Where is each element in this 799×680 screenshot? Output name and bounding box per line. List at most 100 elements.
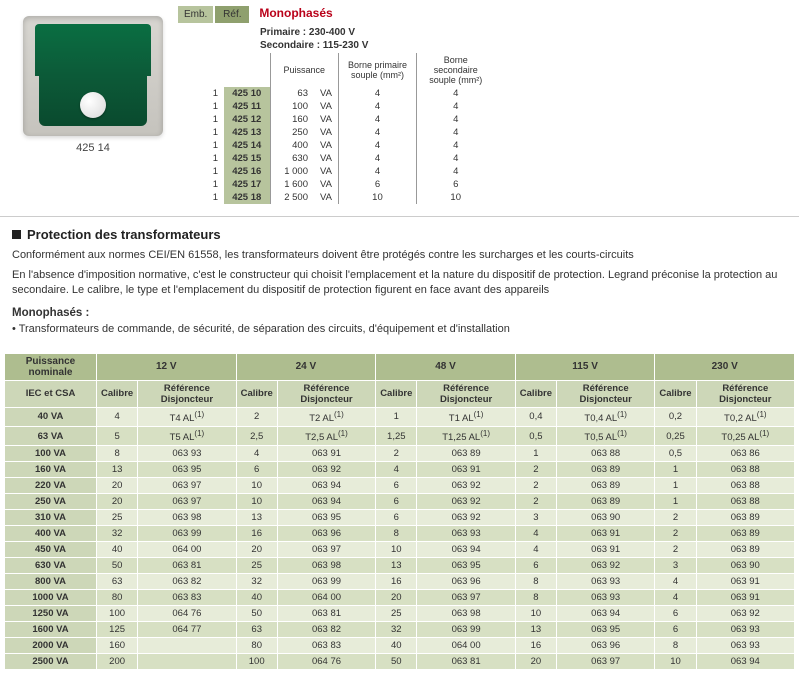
protection-section: Protection des transformateurs Conformém… bbox=[0, 219, 799, 353]
calibre-cell: 80 bbox=[97, 590, 138, 606]
calibre-cell: 6 bbox=[376, 478, 417, 494]
ref-cell: 063 96 bbox=[417, 574, 515, 590]
calibre-cell: 25 bbox=[376, 606, 417, 622]
secondary-label: Secondaire : 115-230 V bbox=[260, 40, 791, 51]
spec-row: 1425 171 600VA66 bbox=[190, 178, 494, 191]
calibre-cell: 13 bbox=[236, 510, 277, 526]
col-borne-prim: Borne primaire souple (mm²) bbox=[338, 53, 416, 87]
ref-cell: 063 89 bbox=[557, 462, 655, 478]
pn-cell: 2000 VA bbox=[5, 638, 97, 654]
ref-cell: 063 98 bbox=[138, 510, 236, 526]
calibre-cell: 10 bbox=[515, 606, 556, 622]
calibre-cell: 5 bbox=[97, 427, 138, 446]
ref-cell: T0,25 AL(1) bbox=[696, 427, 794, 446]
bullet-1: • Transformateurs de commande, de sécuri… bbox=[12, 323, 787, 335]
ref-cell: 063 96 bbox=[557, 638, 655, 654]
spec-row: 1425 14400VA44 bbox=[190, 139, 494, 152]
calibre-cell: 100 bbox=[97, 606, 138, 622]
ref-cell: 063 88 bbox=[557, 446, 655, 462]
header-emb: Emb. bbox=[178, 6, 213, 23]
prot-row: 100 VA8063 934063 912063 891063 880,5063… bbox=[5, 446, 795, 462]
calibre-cell: 20 bbox=[236, 542, 277, 558]
pn-cell: 400 VA bbox=[5, 526, 97, 542]
voltage-header: 24 V bbox=[236, 353, 376, 380]
ref-cell: 063 88 bbox=[696, 494, 794, 510]
ref-cell: 063 89 bbox=[557, 478, 655, 494]
calibre-cell: 1 bbox=[376, 407, 417, 426]
spec-row: 1425 12160VA44 bbox=[190, 113, 494, 126]
pn-cell: 63 VA bbox=[5, 427, 97, 446]
ref-cell: 063 94 bbox=[277, 494, 375, 510]
prot-row: 400 VA32063 9916063 968063 934063 912063… bbox=[5, 526, 795, 542]
calibre-cell: 16 bbox=[376, 574, 417, 590]
ref-cell: T5 AL(1) bbox=[138, 427, 236, 446]
pn-cell: 2500 VA bbox=[5, 654, 97, 670]
spec-row: 1425 182 500VA1010 bbox=[190, 191, 494, 204]
ref-cell: 063 95 bbox=[557, 622, 655, 638]
voltage-header: 115 V bbox=[515, 353, 655, 380]
ref-cell: 063 83 bbox=[277, 638, 375, 654]
ref-cell: 063 82 bbox=[277, 622, 375, 638]
calibre-cell: 16 bbox=[515, 638, 556, 654]
calibre-cell: 13 bbox=[376, 558, 417, 574]
pn-cell: 250 VA bbox=[5, 494, 97, 510]
product-column: 425 14 bbox=[8, 6, 178, 154]
ref-cell: 063 97 bbox=[417, 590, 515, 606]
protection-table: Puissance nominale12 V24 V48 V115 V230 V… bbox=[4, 353, 795, 670]
ref-cell: 063 89 bbox=[696, 542, 794, 558]
pn-cell: 160 VA bbox=[5, 462, 97, 478]
calibre-cell: 2 bbox=[376, 446, 417, 462]
ref-cell: 063 81 bbox=[138, 558, 236, 574]
ref-cell: 064 77 bbox=[138, 622, 236, 638]
ref-cell bbox=[138, 654, 236, 670]
section-title-text: Protection des transformateurs bbox=[27, 227, 221, 242]
calibre-cell: 4 bbox=[236, 446, 277, 462]
calibre-cell: 160 bbox=[97, 638, 138, 654]
calibre-cell: 6 bbox=[376, 494, 417, 510]
top-region: 425 14 Emb. Réf. Monophasés Primaire : 2… bbox=[0, 0, 799, 214]
calibre-cell: 25 bbox=[236, 558, 277, 574]
calibre-cell: 40 bbox=[236, 590, 277, 606]
ref-cell: 063 97 bbox=[138, 494, 236, 510]
ref-cell: 063 99 bbox=[277, 574, 375, 590]
pn-cell: 1000 VA bbox=[5, 590, 97, 606]
calibre-cell: 13 bbox=[515, 622, 556, 638]
spec-row: 1425 15630VA44 bbox=[190, 152, 494, 165]
ref-cell: 063 93 bbox=[696, 638, 794, 654]
calibre-cell: 1 bbox=[655, 494, 696, 510]
voltage-header: 12 V bbox=[97, 353, 237, 380]
calibre-cell: 1 bbox=[655, 462, 696, 478]
prot-row: 160 VA13063 956063 924063 912063 891063 … bbox=[5, 462, 795, 478]
ref-cell: T0,5 AL(1) bbox=[557, 427, 655, 446]
ref-cell: 064 76 bbox=[277, 654, 375, 670]
ref-cell: 063 94 bbox=[277, 478, 375, 494]
protection-table-wrap: Puissance nominale12 V24 V48 V115 V230 V… bbox=[0, 353, 799, 680]
pn-cell: 1600 VA bbox=[5, 622, 97, 638]
product-image bbox=[23, 16, 163, 136]
ref-cell: 063 95 bbox=[277, 510, 375, 526]
prot-row: 63 VA5T5 AL(1)2,5T2,5 AL(1)1,25T1,25 AL(… bbox=[5, 427, 795, 446]
ref-cell: T2,5 AL(1) bbox=[277, 427, 375, 446]
ref-cell: 063 92 bbox=[557, 558, 655, 574]
ref-cell: T1,25 AL(1) bbox=[417, 427, 515, 446]
spec-row: 1425 13250VA44 bbox=[190, 126, 494, 139]
voltage-header: 230 V bbox=[655, 353, 795, 380]
para-1: Conformément aux normes CEI/EN 61558, le… bbox=[12, 248, 787, 262]
calibre-cell: 20 bbox=[97, 494, 138, 510]
calibre-cell: 100 bbox=[236, 654, 277, 670]
prot-row: 1250 VA100064 7650063 8125063 9810063 94… bbox=[5, 606, 795, 622]
prot-row: 250 VA20063 9710063 946063 922063 891063… bbox=[5, 494, 795, 510]
calibre-cell: 50 bbox=[97, 558, 138, 574]
calibre-cell: 10 bbox=[236, 494, 277, 510]
ref-cell: 063 89 bbox=[417, 446, 515, 462]
ref-cell: 063 97 bbox=[138, 478, 236, 494]
voltage-header: 48 V bbox=[376, 353, 516, 380]
calibre-cell: 25 bbox=[97, 510, 138, 526]
calibre-cell: 8 bbox=[515, 574, 556, 590]
ref-cell: 063 94 bbox=[696, 654, 794, 670]
ref-header: Référence Disjoncteur bbox=[417, 380, 515, 407]
calibre-cell: 4 bbox=[515, 526, 556, 542]
calibre-cell: 6 bbox=[655, 606, 696, 622]
ref-cell: 063 82 bbox=[138, 574, 236, 590]
calibre-header: Calibre bbox=[236, 380, 277, 407]
